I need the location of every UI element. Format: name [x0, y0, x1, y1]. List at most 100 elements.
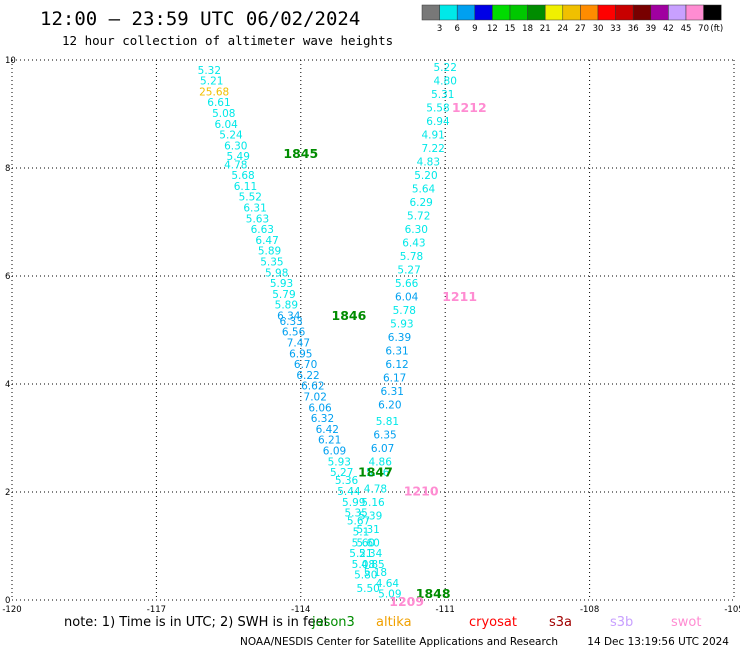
wave-height-point: 6.21: [318, 435, 341, 447]
wave-height-point: 5.36: [335, 475, 359, 487]
wave-height-point: 6.35: [373, 429, 396, 441]
colorbar-swatch: [474, 4, 493, 21]
pass-label: 1846: [332, 308, 367, 323]
wave-height-point: 6.62: [301, 381, 324, 393]
wave-height-point: 7.02: [304, 392, 327, 404]
wave-height-point: 5.21: [200, 76, 223, 88]
x-tick-label: -111: [436, 605, 455, 615]
wave-height-point: 5.93: [328, 456, 351, 468]
wave-height-point: 6.95: [289, 348, 312, 360]
colorbar-label: 70: [698, 24, 709, 34]
colorbar-swatch: [492, 4, 511, 21]
wave-height-point: 5.78: [393, 305, 416, 317]
wave-height-point: 5.44: [337, 486, 361, 498]
satellite-s3b: s3b: [610, 615, 633, 630]
wave-height-point: 6.09: [323, 446, 346, 458]
x-tick-label: -117: [147, 605, 166, 615]
wave-height-point: 5.08: [212, 108, 235, 120]
footer-timestamp: 14 Dec 13:19:56 UTC 2024: [587, 636, 729, 648]
x-tick-label: -114: [291, 605, 310, 615]
y-tick-label: 6: [5, 272, 10, 282]
x-tick-label: -108: [580, 605, 599, 615]
wave-height-point: 5.58: [426, 103, 449, 115]
wave-height-point: 5.98: [265, 267, 288, 279]
wave-height-point: 5.22: [434, 62, 457, 74]
wave-height-point: 5.60: [356, 537, 379, 549]
wave-height-point: 5.67: [347, 516, 370, 528]
pass-label: 1209: [389, 594, 424, 609]
wave-height-point: 5.72: [407, 211, 430, 223]
colorbar-swatch: [615, 4, 634, 21]
pass-label: 1845: [283, 146, 318, 161]
colorbar-swatch: [668, 4, 687, 21]
y-tick-label: 10: [5, 56, 16, 66]
wave-height-point: 5.34: [359, 548, 383, 560]
footer-note: note: 1) Time is in UTC; 2) SWH is in fe…: [64, 615, 329, 630]
wave-height-point: 6.29: [409, 197, 432, 209]
wave-height-point: 6.04: [214, 119, 238, 131]
pass-label: 1847: [358, 465, 393, 480]
colorbar-label: 36: [628, 24, 639, 34]
wave-height-point: 6.31: [381, 386, 404, 398]
wave-height-point: 5.35: [344, 508, 367, 520]
wave-height-point: 6.12: [385, 359, 408, 371]
colorbar-swatch: [562, 4, 581, 21]
wave-height-point: 4.64: [376, 578, 400, 590]
wave-height-point: 5.32: [198, 65, 221, 77]
wave-height-point: 5.31: [431, 89, 454, 101]
wave-height-point: 6.30: [405, 224, 428, 236]
pass-label: 1210: [404, 484, 439, 499]
wave-height-point: 6.56: [282, 327, 306, 339]
wave-height-point: 7.22: [421, 143, 444, 155]
colorbar-legend: 3 6 9 12 15 18 21 24 27 30 33 36 39 42 45 70 (ft): [421, 4, 723, 34]
colorbar-swatch: [456, 4, 476, 21]
satellite-swot: swot: [671, 615, 701, 630]
wave-height-point: 7.47: [287, 338, 310, 350]
wave-height-point: 6.30: [224, 140, 247, 152]
wave-height-point: 6.11: [234, 181, 257, 193]
wave-height-point: 6.20: [378, 400, 401, 412]
wave-height-point: 6.17: [383, 373, 406, 385]
y-tick-label: 0: [5, 596, 10, 606]
wave-height-point: 5.46: [366, 467, 390, 479]
wave-height-point: 5.35: [260, 257, 283, 269]
colorbar-swatch: [580, 4, 599, 21]
wave-height-point: 5.09: [378, 589, 401, 601]
wave-height-point: 5.64: [412, 184, 436, 196]
wave-height-point: 5.16: [361, 497, 385, 509]
colorbar-swatch: [685, 4, 704, 21]
y-tick-label: 4: [5, 380, 10, 390]
pass-label: 1848: [416, 586, 451, 601]
wave-height-point: 5.08: [352, 559, 375, 571]
satellite-jason3: jason3: [311, 615, 355, 630]
wave-height-point: 5.66: [395, 278, 419, 290]
wave-height-point: 4.80: [434, 76, 457, 88]
colorbar-swatch: [439, 4, 458, 21]
satellite-cryosat: cryosat: [469, 615, 517, 630]
wave-height-point: 5.81: [376, 416, 399, 428]
colorbar-label: 15: [505, 24, 516, 34]
colorbar-label: 6: [454, 24, 459, 34]
wave-height-point: 25.68: [199, 86, 229, 98]
colorbar-label: 39: [645, 24, 656, 34]
colorbar-swatch: [509, 4, 528, 21]
wave-height-point: 6.07: [371, 443, 394, 455]
wave-height-point: 4.91: [421, 130, 444, 142]
pass-label: 1212: [452, 100, 487, 115]
satellite-altika: altika: [376, 615, 412, 630]
wave-height-point: 4.78: [224, 159, 247, 171]
wave-height-point: 5.78: [400, 251, 423, 263]
wave-height-point: 5.79: [272, 289, 295, 301]
wave-height-point: 6.42: [316, 424, 339, 436]
wave-height-point: 6.04: [395, 292, 419, 304]
wave-height-point: 5.24: [219, 130, 243, 142]
wave-height-point: 5.99: [342, 497, 365, 509]
wave-height-point: 6.63: [251, 224, 274, 236]
wave-height-point: 5.18: [364, 567, 387, 579]
satellite-legend: jason3 altika cryosat s3a s3b swot: [311, 615, 701, 630]
wave-height-point: 5.1: [353, 527, 370, 539]
colorbar-unit: (ft): [710, 24, 723, 34]
wave-height-point: 6.61: [207, 97, 230, 109]
wave-height-point: 4.85: [361, 559, 384, 571]
